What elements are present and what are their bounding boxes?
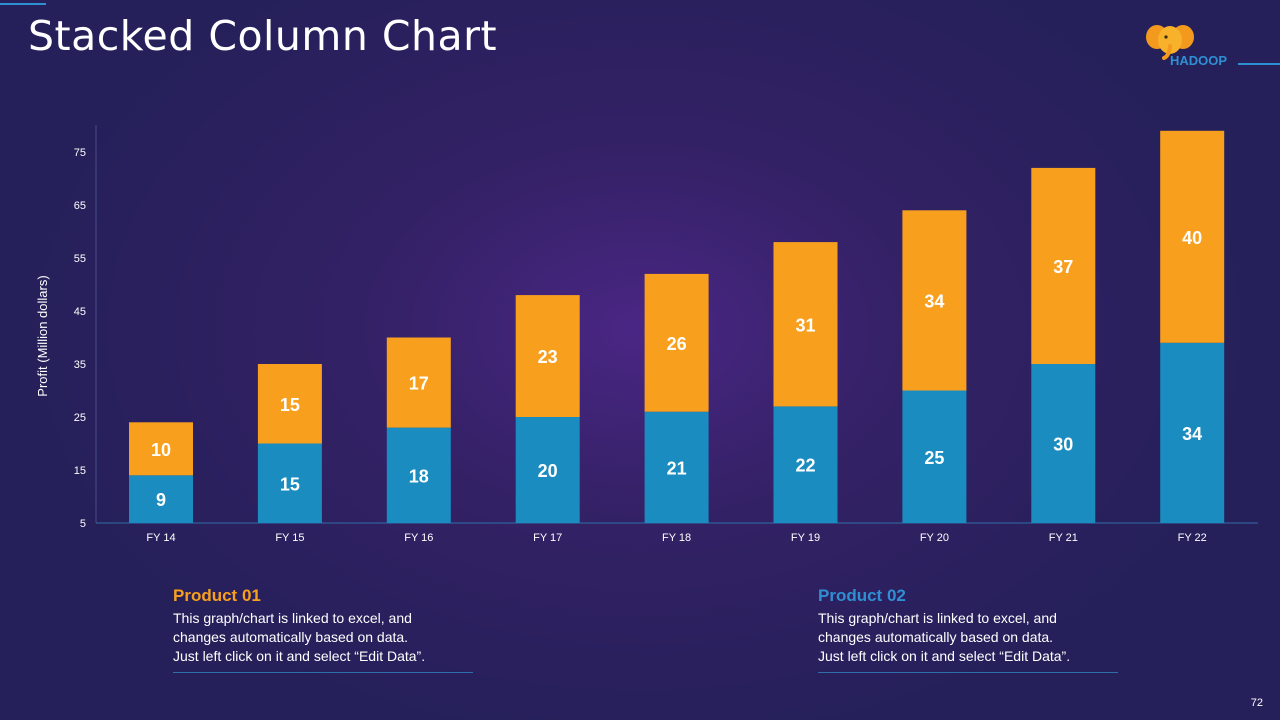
data-label-product01: 17 (409, 374, 429, 394)
x-tick-label: FY 14 (146, 532, 175, 544)
y-tick-label: 55 (74, 253, 86, 265)
data-label-product02: 25 (924, 448, 944, 468)
logo-text: HADOOP (1170, 53, 1228, 68)
bar-product02 (644, 411, 709, 523)
data-label-product01: 31 (795, 315, 815, 335)
legend-product01-title: Product 01 (173, 586, 261, 605)
bar-product02 (773, 406, 838, 523)
hadoop-logo: HADOOP (1140, 20, 1280, 70)
legend-product02-title: Product 02 (818, 586, 906, 605)
y-tick-label: 45 (74, 306, 86, 318)
data-label-product01: 37 (1053, 257, 1073, 277)
y-tick-label: 15 (74, 465, 86, 477)
data-label-product01: 10 (151, 440, 171, 460)
y-tick-label: 75 (74, 147, 86, 159)
bar-product02 (515, 417, 580, 523)
page-number: 72 (1250, 697, 1263, 709)
legend-product02-description: This graph/chart is linked to excel, and… (818, 610, 1071, 664)
bar-product01 (1160, 130, 1225, 343)
bar-product02 (386, 427, 451, 523)
x-tick-label: FY 19 (791, 532, 820, 544)
bar-product01 (644, 273, 709, 412)
y-axis-title: Profit (Million dollars) (35, 275, 50, 396)
top-accent-line (0, 3, 46, 5)
y-tick-label: 35 (74, 359, 86, 371)
x-tick-label: FY 22 (1178, 532, 1207, 544)
legend-product02-rule (818, 672, 1118, 673)
logo-underline (1238, 63, 1280, 65)
data-label-product01: 34 (924, 291, 944, 311)
data-label-product01: 23 (538, 347, 558, 367)
legend-product02: Product 02 This graph/chart is linked to… (818, 586, 1118, 673)
y-tick-label: 25 (74, 412, 86, 424)
elephant-icon (1146, 25, 1194, 60)
data-label-product02: 20 (538, 461, 558, 481)
data-label-product01: 15 (280, 395, 300, 415)
data-label-product02: 21 (667, 458, 687, 478)
data-label-product02: 9 (156, 490, 166, 510)
data-label-product02: 18 (409, 466, 429, 486)
legend-product01: Product 01 This graph/chart is linked to… (173, 586, 473, 673)
legend-product01-description: This graph/chart is linked to excel, and… (173, 610, 426, 664)
bar-product02 (1031, 364, 1096, 523)
bar-product02 (1160, 342, 1225, 523)
bar-product02 (257, 443, 322, 523)
bar-product01 (515, 295, 580, 417)
y-tick-label: 65 (74, 200, 86, 212)
bar-product01 (386, 337, 451, 428)
bar-product01 (129, 422, 193, 476)
bar-product01 (902, 210, 967, 391)
data-label-product01: 40 (1182, 228, 1202, 248)
x-tick-label: FY 16 (404, 532, 433, 544)
data-label-product01: 26 (667, 334, 687, 354)
y-tick-label: 5 (80, 518, 86, 530)
data-label-product02: 34 (1182, 424, 1202, 444)
bar-product02 (129, 475, 193, 523)
bar-product01 (1031, 167, 1096, 364)
data-label-product02: 15 (280, 474, 300, 494)
x-tick-label: FY 17 (533, 532, 562, 544)
x-tick-label: FY 18 (662, 532, 691, 544)
bar-product01 (257, 364, 322, 444)
page-title: Stacked Column Chart (28, 12, 498, 60)
legend-product01-rule (173, 672, 473, 673)
data-label-product02: 30 (1053, 435, 1073, 455)
data-label-product02: 22 (795, 456, 815, 476)
bar-product01 (773, 242, 838, 407)
x-tick-label: FY 21 (1049, 532, 1078, 544)
x-tick-label: FY 20 (920, 532, 949, 544)
x-tick-label: FY 15 (275, 532, 304, 544)
bar-product02 (902, 390, 967, 523)
